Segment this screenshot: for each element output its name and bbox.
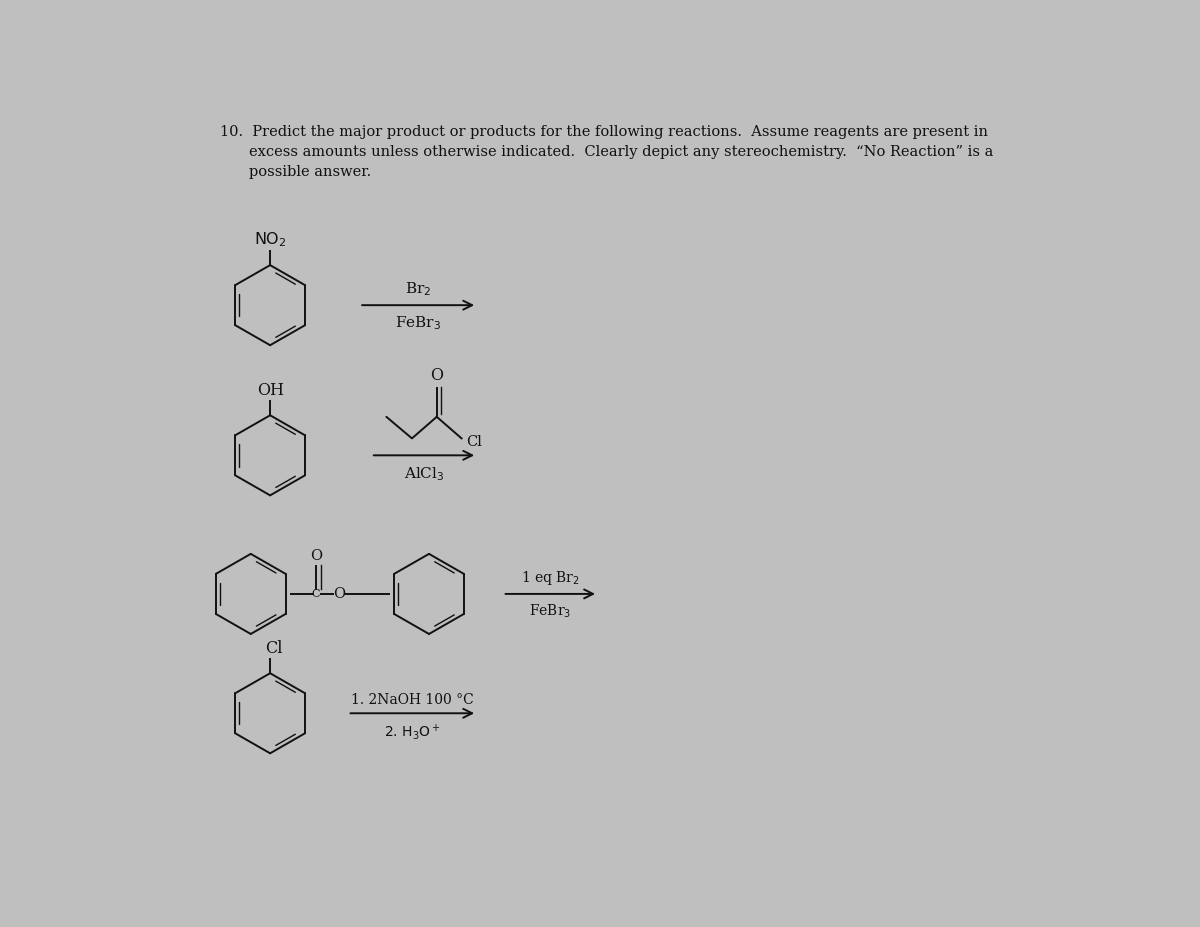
Text: Cl: Cl	[466, 435, 482, 449]
Text: OH: OH	[257, 382, 283, 399]
Text: FeBr$_3$: FeBr$_3$	[395, 313, 442, 331]
Text: 1 eq Br$_2$: 1 eq Br$_2$	[521, 568, 580, 587]
Text: FeBr$_3$: FeBr$_3$	[529, 602, 571, 619]
Text: AlCl$_3$: AlCl$_3$	[403, 465, 444, 483]
Text: excess amounts unless otherwise indicated.  Clearly depict any stereochemistry. : excess amounts unless otherwise indicate…	[250, 146, 994, 159]
Text: O: O	[431, 366, 443, 384]
Text: C: C	[312, 589, 320, 599]
Text: possible answer.: possible answer.	[250, 165, 372, 179]
Text: O: O	[334, 587, 346, 601]
Text: O: O	[310, 548, 322, 562]
Text: 10.  Predict the major product or products for the following reactions.  Assume : 10. Predict the major product or product…	[220, 125, 988, 139]
Text: 2. H$_3$O$^+$: 2. H$_3$O$^+$	[384, 721, 440, 741]
Text: Cl: Cl	[265, 640, 283, 656]
Text: 1. 2NaOH 100 °C: 1. 2NaOH 100 °C	[350, 692, 474, 705]
Text: Br$_2$: Br$_2$	[404, 281, 431, 298]
Text: NO$_2$: NO$_2$	[253, 230, 287, 249]
